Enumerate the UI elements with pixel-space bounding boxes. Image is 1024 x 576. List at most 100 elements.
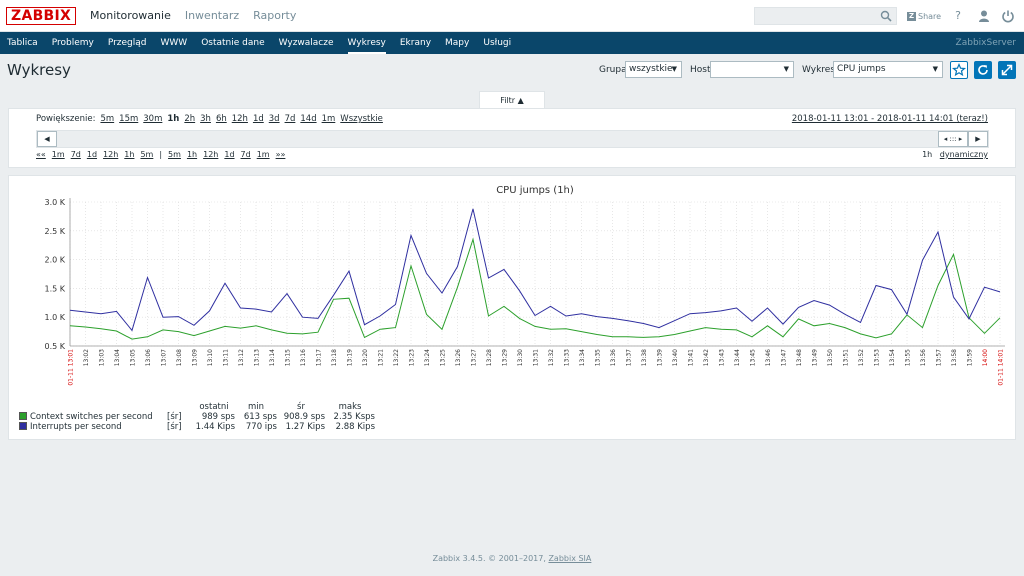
sub-menu-problems[interactable]: Problemy — [51, 38, 94, 48]
x-tick-label: 13:36 — [610, 349, 617, 366]
scroll-left-button[interactable]: ◀ — [37, 131, 57, 147]
chevron-down-icon: ▼ — [783, 65, 789, 73]
sub-menu-services[interactable]: Usługi — [483, 38, 512, 48]
sub-menu-latest-data[interactable]: Ostatnie dane — [201, 38, 265, 48]
legend-min: 613 sps — [243, 412, 277, 422]
time-scrollbar[interactable]: ◀ ◂ ::: ▸ ▶ — [36, 130, 989, 148]
zoom-row: Powiększenie: 5m 15m 30m 1h 2h 3h 6h 12h… — [36, 114, 388, 124]
server-name: ZabbixServer — [955, 38, 1016, 48]
nav-back-link[interactable]: 1d — [86, 150, 98, 159]
fullscreen-button[interactable] — [998, 61, 1016, 79]
legend-swatch-blue — [19, 421, 27, 430]
nav-back-link[interactable]: 12h — [103, 150, 119, 159]
filter-toggle-tab[interactable]: Filtr ▲ — [479, 91, 545, 109]
x-tick-label: 13:12 — [238, 349, 245, 366]
main-menu-inventory[interactable]: Inwentarz — [184, 9, 240, 22]
search-input[interactable] — [754, 7, 897, 25]
zoom-option[interactable]: Wszystkie — [340, 114, 383, 124]
legend-avg: 1.27 Kips — [285, 422, 325, 432]
share-button[interactable]: Z Share — [907, 10, 941, 22]
zabbix-logo[interactable]: ZABBIX — [6, 7, 77, 25]
zoom-option[interactable]: 6h — [215, 114, 227, 124]
logout-icon[interactable] — [1001, 9, 1015, 23]
x-tick-label: 13:19 — [347, 349, 354, 366]
chart-title: CPU jumps (1h) — [496, 185, 574, 196]
cpu-jumps-chart[interactable]: CPU jumps (1h) 3.0 K 2.5 K 2.0 K 1.5 K 1.0 K 0… — [9, 176, 1015, 396]
zoom-option[interactable]: 2h — [184, 114, 196, 124]
page-title: Wykresy — [7, 61, 71, 79]
sub-menu-screens[interactable]: Ekrany — [399, 38, 432, 48]
x-tick-label: 13:25 — [440, 349, 447, 366]
main-menu-monitoring[interactable]: Monitorowanie — [90, 9, 171, 22]
zoom-option[interactable]: 15m — [119, 114, 139, 124]
nav-back-link[interactable]: 1h — [124, 150, 135, 159]
refresh-button[interactable] — [974, 61, 992, 79]
x-tick-label: 13:35 — [595, 349, 602, 366]
host-select[interactable]: ▼ — [710, 61, 794, 78]
sub-menu-dashboard[interactable]: Tablica — [7, 38, 38, 48]
time-filter-panel: Powiększenie: 5m 15m 30m 1h 2h 3h 6h 12h… — [8, 108, 1016, 168]
x-tick-label: 13:20 — [362, 349, 369, 366]
period-range[interactable]: 2018-01-11 13:01 - 2018-01-11 14:01 (ter… — [791, 114, 988, 124]
sub-menu-graphs[interactable]: Wykresy — [341, 32, 393, 54]
nav-forward-link[interactable]: 1h — [186, 150, 198, 159]
x-tick-label: 13:34 — [579, 349, 586, 366]
x-tick-label: 13:16 — [300, 349, 307, 366]
zoom-option[interactable]: 30m — [143, 114, 163, 124]
zoom-option[interactable]: 14d — [300, 114, 317, 124]
dynamic-toggle[interactable]: dynamiczny — [939, 150, 988, 159]
x-tick-label: 13:28 — [486, 349, 493, 366]
nav-forward-link[interactable]: 5m — [168, 150, 181, 159]
chevron-down-icon: ▼ — [671, 65, 677, 73]
zoom-option[interactable]: 12h — [231, 114, 248, 124]
sub-menu-triggers[interactable]: Wyzwalacze — [278, 38, 334, 48]
x-tick-label: 13:33 — [564, 349, 571, 366]
main-menu-reports[interactable]: Raporty — [253, 9, 297, 22]
footer-link[interactable]: Zabbix SIA — [548, 554, 592, 563]
zoom-option[interactable]: 3d — [268, 114, 280, 124]
fullscreen-icon — [1001, 64, 1013, 76]
nav-back-link[interactable]: 7d — [70, 150, 81, 159]
scroll-handle[interactable]: ◂ ::: ▸ — [938, 131, 968, 147]
nav-last[interactable]: »» — [275, 150, 286, 159]
x-tick-label: 13:54 — [889, 349, 896, 366]
nav-forward-link[interactable]: 1m — [256, 150, 270, 159]
nav-forward-link[interactable]: 12h — [203, 150, 219, 159]
y-tick-label: 3.0 K — [44, 198, 65, 207]
series-line-interrupts — [69, 208, 1001, 332]
sub-menu-overview[interactable]: Przegląd — [107, 38, 147, 48]
x-tick-label: 13:59 — [967, 349, 974, 366]
zoom-option[interactable]: 5m — [100, 114, 115, 124]
user-profile-icon[interactable] — [977, 9, 991, 23]
nav-forward-link[interactable]: 1d — [224, 150, 235, 159]
group-select[interactable]: wszystkie ▼ — [625, 61, 682, 78]
zoom-option-current[interactable]: 1h — [167, 114, 180, 124]
x-tick-label: 13:53 — [874, 349, 881, 366]
nav-back-link[interactable]: 1m — [51, 150, 65, 159]
zoom-option[interactable]: 3h — [200, 114, 211, 124]
help-icon[interactable]: ? — [955, 9, 961, 22]
zoom-option[interactable]: 1m — [321, 114, 336, 124]
graph-select[interactable]: CPU jumps ▼ — [833, 61, 943, 78]
legend-max: 2.35 Ksps — [333, 412, 375, 422]
group-label: Grupa — [599, 65, 627, 75]
zoom-option[interactable]: 7d — [284, 114, 296, 124]
nav-forward-link[interactable]: 7d — [240, 150, 251, 159]
sub-menu-maps[interactable]: Mapy — [445, 38, 470, 48]
legend-header-max: maks — [338, 402, 362, 412]
nav-first[interactable]: «« — [36, 150, 46, 159]
y-tick-label: 2.5 K — [44, 227, 65, 236]
scroll-right-button[interactable]: ▶ — [968, 131, 988, 147]
search-icon[interactable] — [880, 10, 892, 22]
zoom-option[interactable]: 1d — [252, 114, 264, 124]
nav-back-link[interactable]: 5m — [140, 150, 154, 159]
x-tick-label: 13:08 — [176, 349, 183, 366]
favourite-button[interactable] — [950, 61, 968, 79]
sub-menu-web[interactable]: WWW — [160, 38, 188, 48]
x-tick-label: 13:31 — [533, 349, 540, 366]
main-menu: Monitorowanie Inwentarz Raporty — [90, 0, 310, 32]
y-tick-label: 0.5 K — [44, 342, 65, 351]
x-tick-label: 01-11 13:01 — [68, 349, 75, 386]
period-navigation: «« 1m 7d 1d 12h 1h 5m | 5m 1h 12h 1d 7d … — [36, 150, 291, 159]
x-tick-label: 13:58 — [951, 349, 958, 366]
